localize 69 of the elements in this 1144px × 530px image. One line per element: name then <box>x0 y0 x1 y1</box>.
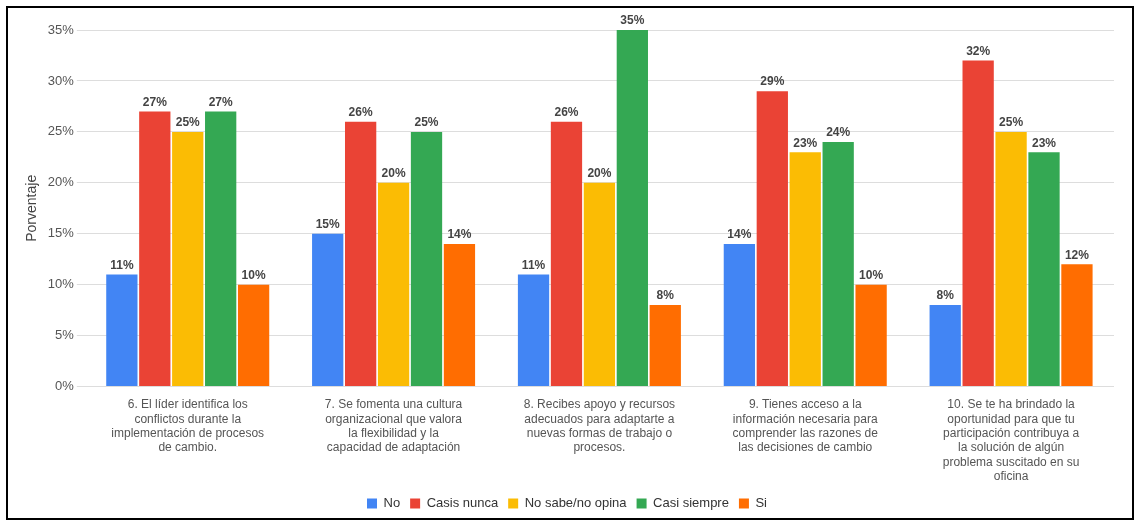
bar <box>443 243 476 387</box>
data-label: 35% <box>620 13 645 28</box>
bar <box>1061 264 1093 387</box>
data-label: 8% <box>936 288 955 303</box>
data-label: 8% <box>656 288 675 303</box>
y-tick-label: 5% <box>55 327 75 343</box>
data-label: 27% <box>208 94 233 109</box>
bar <box>410 131 443 387</box>
data-label: 10% <box>241 268 266 283</box>
data-label: 12% <box>1064 247 1090 262</box>
data-label: 32% <box>966 43 991 58</box>
data-label: 27% <box>142 94 168 109</box>
x-tick-label: 6. El líder identifica los conflictos durante la implementación de procesos de cambio. <box>111 397 265 455</box>
data-label: 14% <box>727 227 752 242</box>
data-label: 10% <box>859 268 884 283</box>
data-label: 11% <box>521 257 546 272</box>
data-label: 20% <box>381 166 406 181</box>
data-label: 25% <box>414 115 439 130</box>
x-tick-label: 9. Tienes acceso a la información necesaria para comprender las razones de las decisiones de cambio <box>732 397 879 455</box>
data-label: 11% <box>110 257 134 272</box>
legend-label: No sabe/no opina <box>524 495 628 511</box>
y-tick-label: 20% <box>47 174 75 190</box>
bar <box>106 274 138 387</box>
data-label: 20% <box>587 166 612 181</box>
legend-label: Casis nunca <box>426 495 499 511</box>
legend-label: No <box>383 495 401 511</box>
data-label: 25% <box>175 115 201 130</box>
bar <box>789 152 821 387</box>
bar <box>822 142 854 387</box>
data-label: 29% <box>760 74 785 89</box>
bar <box>962 60 994 387</box>
data-label: 26% <box>348 105 373 120</box>
legend-label: Si <box>755 495 768 511</box>
y-tick-label: 35% <box>47 21 75 37</box>
bar <box>139 111 171 387</box>
bar <box>723 243 756 387</box>
bar <box>649 305 681 387</box>
y-tick-label: 30% <box>47 72 75 88</box>
y-tick-label: 15% <box>47 225 75 241</box>
bar <box>345 121 377 387</box>
x-tick-label: 7. Se fomenta una cultura organizacional que valora la flexibilidad y la capacidad de adaptación <box>324 397 463 455</box>
bar <box>377 182 410 387</box>
bar <box>517 274 550 387</box>
data-label: 23% <box>1032 135 1057 150</box>
bar <box>172 131 204 387</box>
bar <box>929 305 961 387</box>
y-axis-title: Porventaje <box>23 174 40 242</box>
bar <box>237 284 270 387</box>
data-label: 23% <box>793 135 818 150</box>
legend-label: Casi siempre <box>653 495 729 511</box>
x-tick-label: 8. Recibes apoyo y recursos adecuados para adaptarte a nuevas formas de trabajo o procesos. <box>523 397 676 455</box>
y-tick-label: 0% <box>55 378 75 394</box>
bar <box>616 30 648 387</box>
bar <box>583 182 616 387</box>
x-tick-label: 10. Se te ha brindado la oportunidad para que tu participación contribuya a la solución de algún problema suscitado en su oficina <box>942 397 1080 484</box>
bar <box>756 91 788 387</box>
data-label: 15% <box>315 217 341 232</box>
bar <box>1028 152 1060 387</box>
bar <box>205 111 237 387</box>
bar <box>995 131 1027 387</box>
data-label: 14% <box>447 227 472 242</box>
y-tick-label: 10% <box>47 276 75 292</box>
bar <box>550 121 583 387</box>
y-tick-label: 25% <box>47 123 75 139</box>
data-label: 26% <box>554 105 579 120</box>
bar <box>855 284 887 387</box>
bar <box>312 233 344 387</box>
data-label: 24% <box>826 125 851 140</box>
data-label: 25% <box>999 115 1024 130</box>
